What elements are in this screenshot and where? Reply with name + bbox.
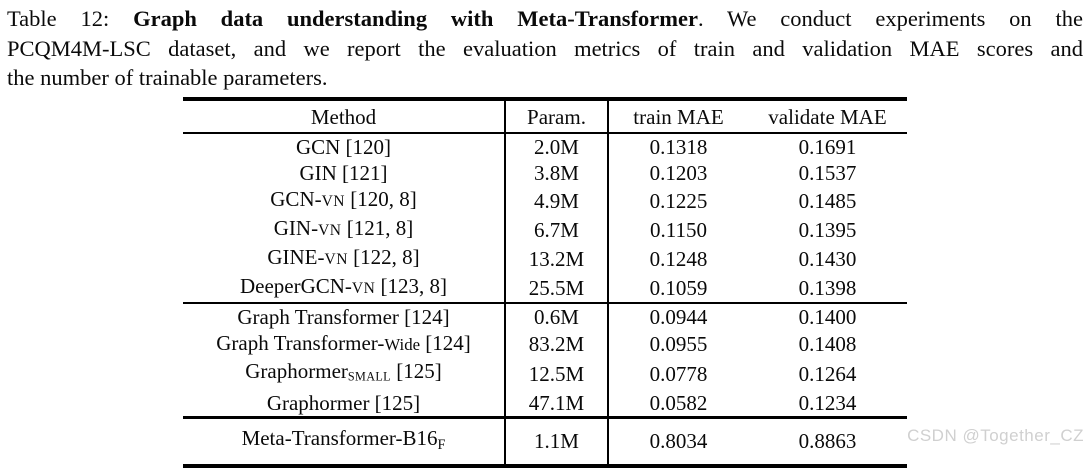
param-cell: 0.6M xyxy=(505,303,609,330)
csdn-watermark: CSDN @Together_CZ xyxy=(907,426,1084,445)
caption-bold-title: Graph data understanding with Meta-Trans… xyxy=(133,6,698,31)
method-cell: GCN [120] xyxy=(183,133,506,160)
caption-line-3: the number of trainable parameters. xyxy=(7,65,328,90)
method-text: GCN- xyxy=(270,187,322,211)
validate-mae-cell: 0.1430 xyxy=(798,246,857,271)
method-subscript: SMALL xyxy=(347,369,391,384)
validate-mae-cell: 0.8863 xyxy=(798,429,857,454)
train-mae-cell: 0.1150 xyxy=(650,217,707,242)
param-cell: 2.0M xyxy=(505,133,609,160)
train-mae-cell: 0.0582 xyxy=(649,390,708,415)
caption-rest: . We conduct experiments on the xyxy=(698,6,1083,31)
table-row-gcn: GCN [120] 2.0M 0.1318 0.1691 xyxy=(183,133,907,160)
validate-mae-cell: 0.1264 xyxy=(798,361,857,386)
param-cell: 12.5M xyxy=(505,358,609,390)
method-smallcaps: VN xyxy=(351,280,376,297)
train-mae-cell: 0.1318 xyxy=(649,135,708,159)
param-cell: 1.1M xyxy=(505,417,609,466)
method-cell: Meta-Transformer-B16F xyxy=(183,417,506,466)
validate-mae-cell: 0.1485 xyxy=(798,188,857,213)
method-text: Graph Transformer [124] xyxy=(237,305,450,329)
validate-mae-cell: 0.1400 xyxy=(798,305,857,329)
method-text: Graphormer xyxy=(245,359,348,383)
method-text: GIN- xyxy=(273,216,319,240)
method-smallcaps: VN xyxy=(318,222,342,239)
param-cell: 47.1M xyxy=(505,389,609,418)
method-text: GINE- xyxy=(267,245,325,269)
header-row: Method Param. train MAE validate MAE xyxy=(183,99,907,133)
train-mae-cell: 0.1059 xyxy=(649,275,708,300)
caption-line-2: PCQM4M-LSC dataset, and we report the ev… xyxy=(7,35,1083,61)
method-cell: GIN-VN [121, 8] xyxy=(183,215,506,244)
method-subscript: F xyxy=(437,436,446,453)
table-row-meta-transformer: Meta-Transformer-B16F 1.1M 0.8034 0.8863 xyxy=(183,417,907,466)
col-header-validate-mae: validate MAE xyxy=(768,105,887,129)
method-text: GCN [120] xyxy=(295,135,392,159)
results-table-container: Method Param. train MAE validate MAE GCN… xyxy=(183,97,907,468)
param-cell: 3.8M xyxy=(505,160,609,186)
param-cell: 25.5M xyxy=(505,273,609,303)
table-row-graphormer: Graphormer [125] 47.1M 0.0582 0.1234 xyxy=(183,389,907,418)
method-text: [122, 8] xyxy=(347,245,420,269)
method-text: GIN [121] xyxy=(299,161,388,185)
method-smalltext: Wide xyxy=(384,335,421,354)
table-row-gin: GIN [121] 3.8M 0.1203 0.1537 xyxy=(183,160,907,186)
table-row-deepergcn-vn: DeeperGCN-VN [123, 8] 25.5M 0.1059 0.139… xyxy=(183,273,907,303)
table-row-graphormer-small: GraphormerSMALL [125] 12.5M 0.0778 0.126… xyxy=(183,358,907,390)
table-row-graph-transformer: Graph Transformer [124] 0.6M 0.0944 0.14… xyxy=(183,303,907,330)
method-cell: Graphormer [125] xyxy=(183,389,506,418)
param-cell: 4.9M xyxy=(505,186,609,215)
table-caption: Table 12: Graph data understanding with … xyxy=(7,4,1083,93)
table-row-gin-vn: GIN-VN [121, 8] 6.7M 0.1150 0.1395 xyxy=(183,215,907,244)
train-mae-cell: 0.1248 xyxy=(649,246,708,271)
method-text: [121, 8] xyxy=(341,216,414,240)
train-mae-cell: 0.8034 xyxy=(649,429,708,454)
table-row-gcn-vn: GCN-VN [120, 8] 4.9M 0.1225 0.1485 xyxy=(183,186,907,215)
method-text: [124] xyxy=(420,331,471,355)
train-mae-cell: 0.0955 xyxy=(649,332,708,356)
method-cell: GCN-VN [120, 8] xyxy=(183,186,506,215)
method-text: [123, 8] xyxy=(375,274,448,298)
table-row-graph-transformer-wide: Graph Transformer-Wide [124] 83.2M 0.095… xyxy=(183,330,907,358)
validate-mae-cell: 0.1395 xyxy=(798,217,857,242)
method-text: [125] xyxy=(390,359,442,383)
method-cell: GraphormerSMALL [125] xyxy=(183,358,506,390)
caption-line-1: Table 12: Graph data understanding with … xyxy=(7,4,1083,34)
method-text: Meta-Transformer-B16 xyxy=(241,425,438,450)
table-row-gine-vn: GINE-VN [122, 8] 13.2M 0.1248 0.1430 xyxy=(183,244,907,273)
train-mae-cell: 0.0778 xyxy=(649,361,708,386)
method-text: Graphormer [125] xyxy=(266,390,421,415)
col-header-param: Param. xyxy=(505,99,609,133)
train-mae-cell: 0.1203 xyxy=(649,161,708,185)
param-cell: 6.7M xyxy=(505,215,609,244)
method-cell: GIN [121] xyxy=(183,160,506,186)
validate-mae-cell: 0.1691 xyxy=(798,135,857,159)
validate-mae-cell: 0.1408 xyxy=(798,332,857,356)
method-text: DeeperGCN- xyxy=(239,274,352,298)
results-table: Method Param. train MAE validate MAE GCN… xyxy=(183,97,907,468)
method-cell: DeeperGCN-VN [123, 8] xyxy=(183,273,506,303)
train-mae-cell: 0.0944 xyxy=(649,305,708,329)
method-smallcaps: VN xyxy=(324,251,348,268)
method-text: Graph Transformer- xyxy=(216,331,385,355)
method-smallcaps: VN xyxy=(321,193,345,210)
validate-mae-cell: 0.1234 xyxy=(798,390,857,415)
method-text: [120, 8] xyxy=(344,187,417,211)
param-cell: 83.2M xyxy=(505,330,609,358)
validate-mae-cell: 0.1537 xyxy=(798,161,857,185)
method-cell: GINE-VN [122, 8] xyxy=(183,244,506,273)
method-cell: Graph Transformer-Wide [124] xyxy=(183,330,506,358)
col-header-train-mae: train MAE xyxy=(633,105,724,129)
train-mae-cell: 0.1225 xyxy=(649,188,708,213)
col-header-method: Method xyxy=(183,99,506,133)
param-cell: 13.2M xyxy=(505,244,609,273)
method-cell: Graph Transformer [124] xyxy=(183,303,506,330)
caption-prefix: Table 12: xyxy=(7,6,134,31)
validate-mae-cell: 0.1398 xyxy=(798,275,857,300)
